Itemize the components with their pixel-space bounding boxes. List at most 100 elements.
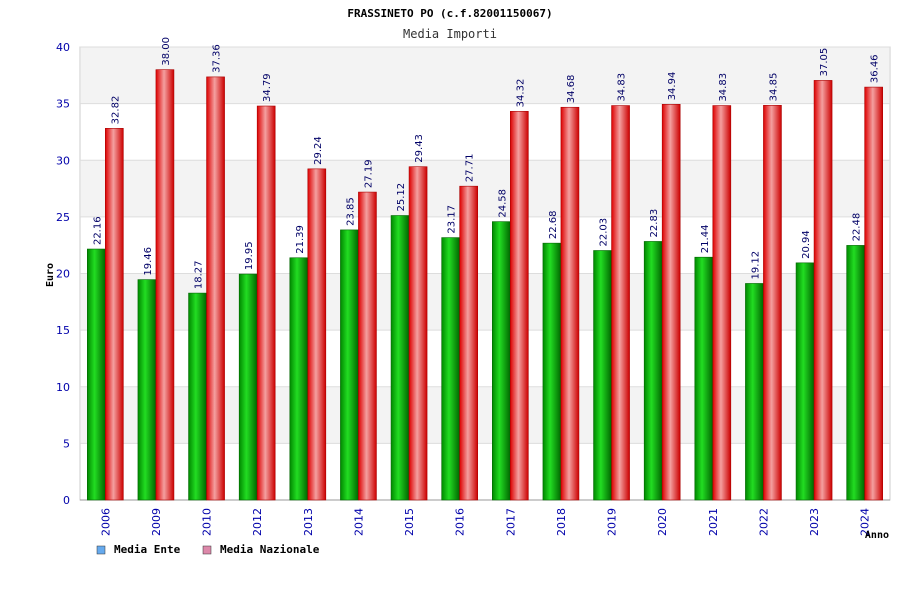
bar-ente-2017 <box>492 221 511 501</box>
x-tick-label-2021: 2021 <box>707 508 720 536</box>
y-tick-label: 20 <box>56 268 70 281</box>
value-label-nazionale-2017: 34.32 <box>515 79 526 108</box>
x-tick-label-2024: 2024 <box>859 508 872 536</box>
value-label-nazionale-2013: 29.24 <box>313 136 324 165</box>
x-axis-label: Anno <box>865 530 889 541</box>
bar-nazionale-2006 <box>105 128 124 501</box>
bar-nazionale-2023 <box>813 80 833 501</box>
y-axis-label: Euro <box>45 263 56 287</box>
value-label-ente-2018: 22.68 <box>548 211 559 240</box>
value-label-nazionale-2014: 27.19 <box>363 159 374 188</box>
y-tick-label: 15 <box>56 324 70 337</box>
value-label-nazionale-2018: 34.68 <box>566 75 577 104</box>
value-label-ente-2014: 23.85 <box>345 197 356 226</box>
y-tick-label: 40 <box>56 41 70 54</box>
bar-nazionale-2014 <box>358 191 377 501</box>
bar-nazionale-2010 <box>206 76 225 501</box>
bar-ente-2006 <box>87 248 106 501</box>
value-label-nazionale-2010: 37.36 <box>212 44 223 73</box>
value-label-nazionale-2012: 34.79 <box>262 73 273 102</box>
bar-ente-2022 <box>745 283 764 501</box>
value-label-ente-2013: 21.39 <box>295 225 306 254</box>
bar-ente-2021 <box>694 256 714 501</box>
legend-label-ente: Media Ente <box>114 543 181 556</box>
value-label-nazionale-2009: 38.00 <box>161 37 172 66</box>
y-tick-label: 10 <box>56 381 70 394</box>
y-axis-ticks: 0 5 10 15 20 25 30 35 40 <box>56 41 70 507</box>
bar-ente-2015 <box>390 215 410 501</box>
bar-nazionale-2017 <box>510 111 529 501</box>
value-label-nazionale-2021: 34.83 <box>718 73 729 102</box>
bar-nazionale-2019 <box>611 105 630 501</box>
x-tick-label-2016: 2016 <box>454 508 467 536</box>
legend-swatch-nazionale <box>202 545 212 555</box>
x-tick-label-2022: 2022 <box>757 508 770 536</box>
bar-ente-2013 <box>289 257 309 501</box>
bar-ente-2009 <box>137 279 157 501</box>
bar-nazionale-2022 <box>763 105 782 501</box>
y-tick-label: 5 <box>63 437 70 450</box>
bar-nazionale-2020 <box>661 104 681 501</box>
value-label-ente-2019: 22.03 <box>599 218 610 247</box>
y-tick-label: 35 <box>56 98 70 111</box>
bar-nazionale-2009 <box>155 69 175 501</box>
value-labels: 22.16 32.82 19.46 38.00 18.27 37.36 19.95 34.79… <box>92 37 880 289</box>
value-label-nazionale-2019: 34.83 <box>617 73 628 102</box>
value-label-nazionale-2020: 34.94 <box>667 72 678 101</box>
value-label-ente-2022: 19.12 <box>750 251 761 280</box>
legend: Media Ente Media Nazionale <box>96 543 320 556</box>
bar-ente-2024 <box>846 245 865 501</box>
bar-ente-2014 <box>340 229 359 501</box>
bar-nazionale-2021 <box>712 105 732 501</box>
value-label-ente-2012: 19.95 <box>244 241 255 270</box>
bar-nazionale-2016 <box>459 185 478 501</box>
x-tick-label-2015: 2015 <box>403 508 416 536</box>
x-tick-label-2017: 2017 <box>504 508 517 536</box>
legend-swatch-ente <box>96 545 106 555</box>
y-tick-label: 30 <box>56 154 70 167</box>
value-label-ente-2006: 22.16 <box>92 216 103 245</box>
chart-subtitle: Media Importi <box>403 27 497 41</box>
value-label-ente-2023: 20.94 <box>801 230 812 259</box>
x-tick-label-2018: 2018 <box>555 508 568 536</box>
y-tick-label: 25 <box>56 211 70 224</box>
bar-nazionale-2012 <box>256 105 276 501</box>
bar-nazionale-2013 <box>307 168 327 501</box>
value-label-nazionale-2016: 27.71 <box>465 154 476 183</box>
value-label-ente-2021: 21.44 <box>700 225 711 254</box>
bar-nazionale-2024 <box>864 86 883 501</box>
bar-ente-2010 <box>188 292 207 501</box>
bars-group <box>87 69 883 501</box>
x-tick-label-2014: 2014 <box>352 508 365 536</box>
value-label-nazionale-2024: 36.46 <box>870 54 881 83</box>
bar-ente-2020 <box>643 241 663 501</box>
value-label-nazionale-2006: 32.82 <box>110 96 121 125</box>
value-label-nazionale-2023: 37.05 <box>819 48 830 77</box>
chart-title: FRASSINETO PO (c.f.82001150067) <box>347 7 552 20</box>
value-label-ente-2016: 23.17 <box>447 205 458 234</box>
value-label-ente-2020: 22.83 <box>649 209 660 238</box>
bar-nazionale-2015 <box>408 166 428 501</box>
legend-label-nazionale: Media Nazionale <box>220 543 320 556</box>
x-tick-label-2013: 2013 <box>302 508 315 536</box>
bar-ente-2018 <box>542 242 562 501</box>
value-label-ente-2009: 19.46 <box>143 247 154 276</box>
x-tick-label-2020: 2020 <box>656 508 669 536</box>
x-tick-label-2012: 2012 <box>251 508 264 536</box>
x-tick-label-2019: 2019 <box>606 508 619 536</box>
value-label-ente-2024: 22.48 <box>852 213 863 242</box>
value-label-ente-2010: 18.27 <box>194 260 205 289</box>
x-tick-label-2010: 2010 <box>201 508 214 536</box>
bar-nazionale-2018 <box>560 106 580 501</box>
value-label-ente-2017: 24.58 <box>497 189 508 218</box>
bar-ente-2023 <box>795 262 815 501</box>
y-tick-label: 0 <box>63 494 70 507</box>
bar-ente-2016 <box>441 237 460 501</box>
bar-ente-2012 <box>238 273 258 501</box>
value-label-nazionale-2015: 29.43 <box>414 134 425 163</box>
value-label-nazionale-2022: 34.85 <box>768 73 779 102</box>
x-tick-label-2023: 2023 <box>808 508 821 536</box>
value-label-ente-2015: 25.12 <box>396 183 407 212</box>
bar-ente-2019 <box>593 250 612 501</box>
